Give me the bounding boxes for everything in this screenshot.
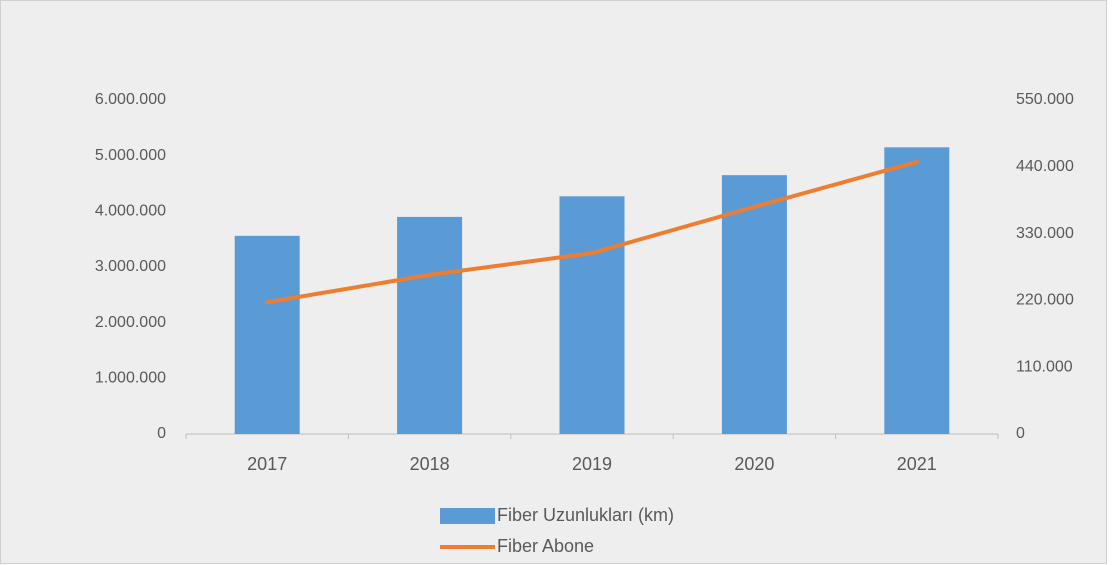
y2-tick-label: 110.000 xyxy=(1016,358,1073,375)
y2-tick-label: 0 xyxy=(1016,425,1025,442)
bar xyxy=(721,175,787,434)
x-tick-label: 2021 xyxy=(897,454,937,474)
y-tick-label: 6.000.000 xyxy=(95,91,166,108)
bar xyxy=(884,147,950,435)
y-tick-label: 0 xyxy=(157,425,166,442)
y2-tick-label: 220.000 xyxy=(1016,292,1074,309)
line xyxy=(265,159,919,305)
legend-swatch xyxy=(440,508,495,524)
x-tick-label: 2019 xyxy=(572,454,612,474)
y-tick-label: 2.000.000 xyxy=(95,314,166,331)
x-tick-label: 2018 xyxy=(410,454,450,474)
x-tick-label: 2020 xyxy=(734,454,774,474)
y2-tick-label: 550.000 xyxy=(1016,91,1074,108)
bar xyxy=(397,216,463,434)
bar xyxy=(234,235,300,434)
legend-label: Fiber Abone xyxy=(497,536,594,556)
y-tick-label: 4.000.000 xyxy=(95,203,166,220)
y-tick-label: 5.000.000 xyxy=(95,147,166,164)
y-tick-label: 3.000.000 xyxy=(95,258,166,275)
legend-label: Fiber Uzunlukları (km) xyxy=(497,505,674,525)
y2-tick-label: 330.000 xyxy=(1016,225,1074,242)
bar xyxy=(559,196,625,434)
x-tick-label: 2017 xyxy=(247,454,287,474)
y-tick-label: 1.000.000 xyxy=(95,370,166,387)
y2-tick-label: 440.000 xyxy=(1016,158,1074,175)
